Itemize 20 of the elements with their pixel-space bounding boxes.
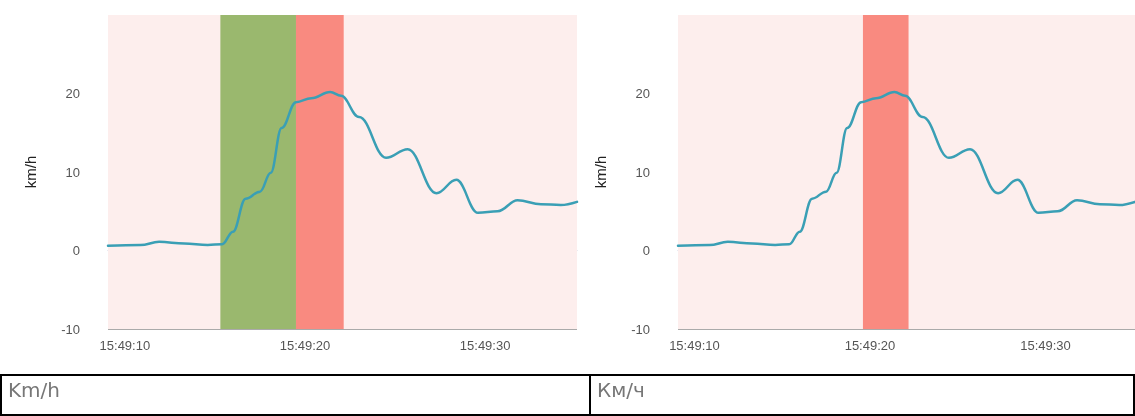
- y-tick-label: 0: [642, 243, 650, 258]
- y-tick-label: 20: [65, 86, 80, 101]
- y-axis-title: km/h: [22, 155, 39, 189]
- x-tick-label: 15:49:20: [279, 338, 331, 353]
- line-series: [106, 90, 579, 248]
- text: Km/h: [1, 375, 590, 415]
- x-tick-label: 15:49:30: [1020, 338, 1071, 353]
- y-tick-label: 0: [72, 243, 80, 258]
- line-series: [676, 90, 1135, 248]
- x-tick-label: 15:49:10: [669, 338, 720, 353]
- y-axis-title: km/h: [592, 155, 609, 189]
- x-tick-label: 15:49:30: [459, 338, 511, 353]
- y-tick-label: 10: [635, 164, 650, 180]
- y-tick-label: -10: [631, 321, 650, 337]
- x-tick-label: 15:49:10: [99, 338, 151, 353]
- y-tick-label: 10: [65, 164, 80, 180]
- y-tick-label: -10: [61, 321, 80, 337]
- x-tick-label: 15:49:20: [844, 338, 896, 353]
- y-tick-label: 20: [635, 86, 650, 101]
- text: Км/ч: [590, 375, 1134, 415]
